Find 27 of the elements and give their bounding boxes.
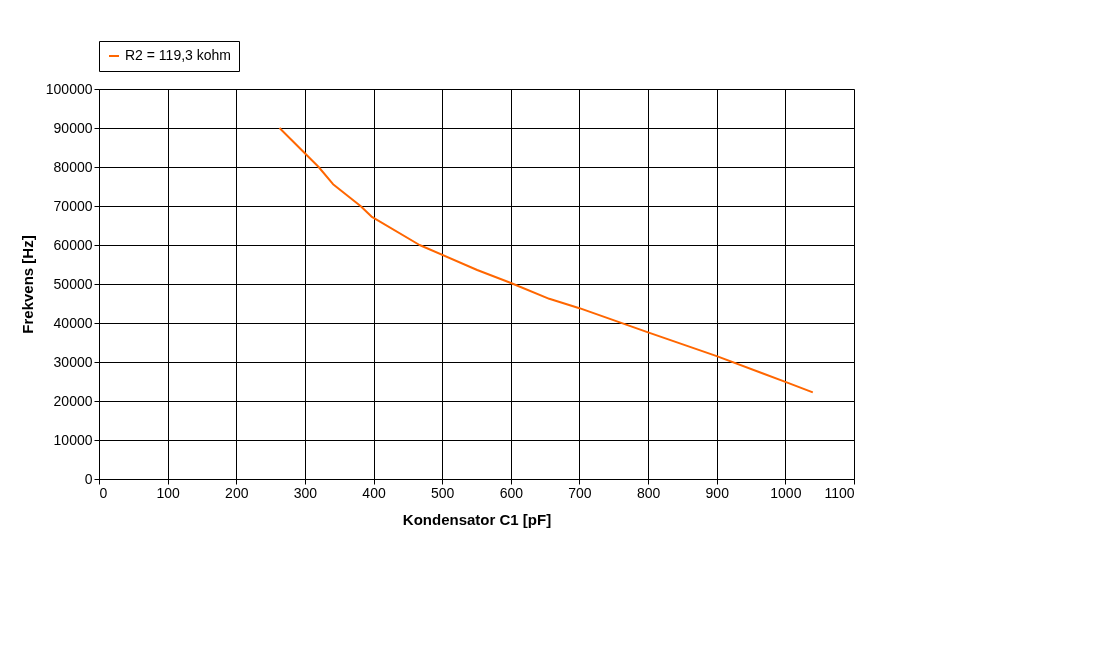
y-tick-label: 60000 xyxy=(53,236,93,253)
x-tick-label: 800 xyxy=(636,484,661,501)
x-tick-label: 500 xyxy=(431,484,455,501)
y-tick-label: 70000 xyxy=(53,197,93,214)
x-tick-label: 600 xyxy=(499,484,524,501)
y-tick-label: 40000 xyxy=(53,314,93,331)
y-tick-label: 80000 xyxy=(53,158,93,175)
y-tick-label: 0 xyxy=(84,470,93,487)
y-tick-label: 90000 xyxy=(53,119,93,136)
x-tick-label: 1100 xyxy=(824,484,855,501)
x-tick-label: 400 xyxy=(362,484,386,501)
x-tick-label: 300 xyxy=(293,484,318,501)
x-tick-label: 200 xyxy=(225,484,249,501)
y-tick-label: 100000 xyxy=(45,80,93,97)
x-tick-label: 900 xyxy=(705,484,730,501)
x-tick-label: 700 xyxy=(568,484,592,501)
y-tick-label: 30000 xyxy=(53,353,93,370)
legend-label: R2 = 119,3 kohm xyxy=(125,47,231,63)
y-tick-label: 20000 xyxy=(53,392,93,409)
line-series xyxy=(278,127,814,394)
x-tick-label: 1000 xyxy=(770,484,802,501)
x-axis-title: Kondensator C1 [pF] xyxy=(402,510,552,528)
y-tick-label: 50000 xyxy=(53,275,93,292)
x-tick-label: 100 xyxy=(156,484,181,501)
y-axis-title: Frekvens [Hz] xyxy=(18,235,36,334)
y-tick-label: 10000 xyxy=(53,431,93,448)
x-tick-label: 0 xyxy=(99,484,108,501)
